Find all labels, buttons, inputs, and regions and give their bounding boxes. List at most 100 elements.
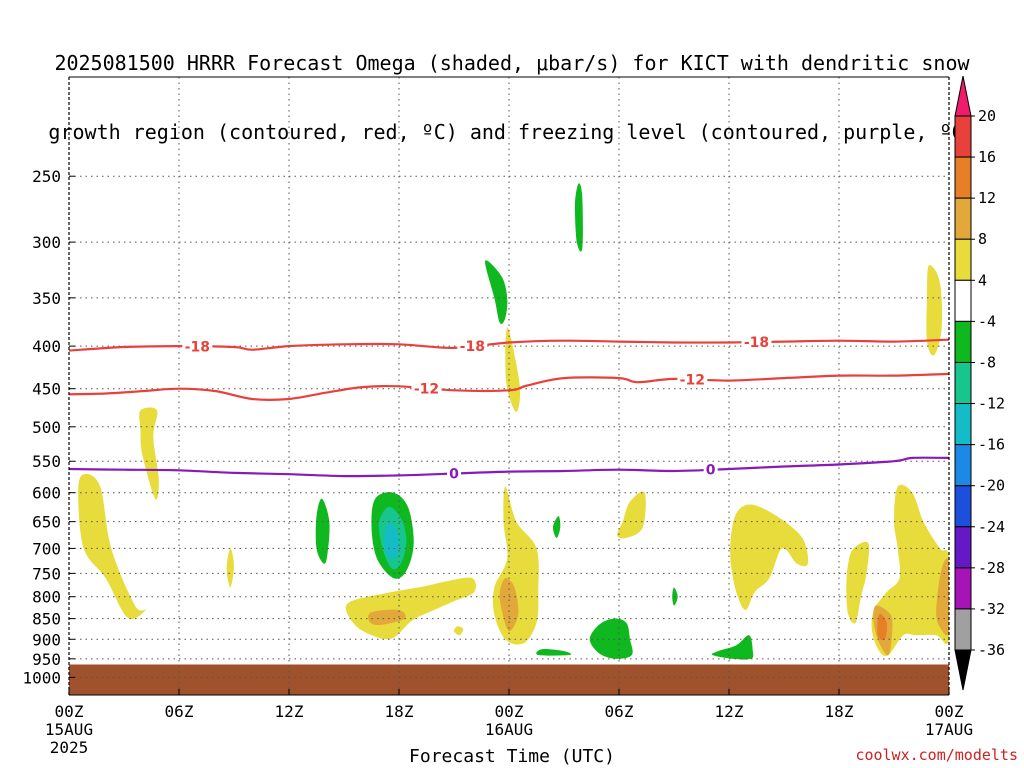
contour-label-bg: [182, 338, 213, 355]
colorbar-label-9: -20: [978, 477, 1005, 495]
y-tick-label-700: 700: [32, 539, 61, 558]
contour-label-bg: [677, 371, 708, 388]
contour-label-dendritic-1: -12: [680, 372, 705, 388]
colorbar-segment-3: [954, 238, 972, 281]
colorbar-segment-1: [954, 156, 972, 199]
omega-area-6: [384, 521, 400, 559]
chart-title-line2: growth region (contoured, red, ºC) and f…: [48, 120, 976, 144]
omega-area-9: [453, 626, 464, 636]
contour-label-bg: [411, 380, 442, 397]
colorbar-label-5: -4: [978, 312, 996, 330]
contour-label-bg: [447, 465, 461, 482]
colorbar-segment-4: [954, 279, 972, 322]
omega-area-26: [936, 558, 949, 636]
contour-label-dendritic-0: -18: [185, 339, 210, 355]
contour-label-dendritic-1: -18: [460, 339, 485, 355]
x-tick-date-48: 17AUG: [925, 720, 973, 739]
omega-area-3: [315, 498, 330, 564]
x-tick-year-0: 2025: [50, 738, 89, 757]
contour-label-dendritic-2: -18: [744, 335, 769, 351]
omega-area-20: [730, 504, 809, 610]
plot-grid: [69, 77, 949, 695]
y-tick-label-500: 500: [32, 418, 61, 437]
y-tick-label-450: 450: [32, 380, 61, 399]
chart-title-line1: 2025081500 HRRR Forecast Omega (shaded, …: [54, 51, 970, 75]
colorbar-label-10: -24: [978, 518, 1005, 536]
colorbar-label-3: 8: [978, 230, 987, 248]
omega-area-25: [877, 613, 888, 641]
colorbar-segment-6: [954, 361, 972, 405]
colorbar-segment-12: [954, 608, 972, 651]
x-tick-label-30: 06Z: [605, 702, 634, 721]
y-tick-label-850: 850: [32, 610, 61, 629]
y-tick-label-900: 900: [32, 630, 61, 649]
contour-label-bg: [703, 461, 718, 478]
colorbar-label-2: 12: [978, 189, 996, 207]
omega-area-0: [78, 473, 147, 620]
colorbar-segment-2: [954, 197, 972, 240]
omega-area-2: [226, 548, 234, 588]
omega-area-14: [499, 578, 519, 632]
colorbar-segment-7: [954, 403, 972, 446]
omega-area-19: [589, 618, 633, 659]
colorbar-segment-0: [954, 115, 972, 158]
contour-label-bg: [457, 338, 488, 355]
y-tick-label-950: 950: [32, 650, 61, 669]
y-tick-label-300: 300: [32, 233, 61, 252]
colorbar-label-1: 16: [978, 148, 996, 166]
contour-label-freezing-1: 0: [706, 463, 716, 479]
omega-area-10: [505, 327, 521, 412]
x-tick-date-0: 15AUG: [45, 720, 93, 739]
colorbar-label-4: 4: [978, 271, 987, 289]
x-tick-date-24: 16AUG: [485, 720, 533, 739]
colorbar-label-7: -12: [978, 395, 1005, 413]
colorbar-label-12: -32: [978, 600, 1005, 618]
omega-area-11: [485, 260, 508, 325]
x-tick-label-36: 12Z: [715, 702, 744, 721]
x-tick-label-12: 12Z: [275, 702, 304, 721]
omega-area-18: [536, 649, 572, 656]
x-tick-label-0: 00Z: [55, 702, 84, 721]
contour-label-bg: [741, 334, 772, 351]
colorbar-label-11: -28: [978, 559, 1005, 577]
freezing-contour-2: [69, 456, 949, 478]
x-tick-label-6: 06Z: [165, 702, 194, 721]
y-tick-label-600: 600: [32, 484, 61, 503]
y-tick-label-400: 400: [32, 337, 61, 356]
y-tick-label-800: 800: [32, 588, 61, 607]
plot-axes: 2503003504004505005506006507007508008509…: [22, 76, 973, 757]
colorbar-label-0: 20: [978, 107, 996, 125]
y-tick-label-550: 550: [32, 452, 61, 471]
x-tick-label-42: 18Z: [825, 702, 854, 721]
colorbar-label-6: -8: [978, 353, 996, 371]
y-tick-label-1000: 1000: [22, 668, 61, 687]
colorbar-segment-11: [954, 567, 972, 610]
colorbar-segment-10: [954, 526, 972, 569]
x-axis-label: Forecast Time (UTC): [409, 746, 615, 767]
colorbar-label-8: -16: [978, 436, 1005, 454]
dendritic-contour-1: [69, 372, 949, 401]
colorbar-bottom-arrow: [954, 649, 972, 691]
omega-area-16: [617, 491, 646, 539]
plot-areas: [69, 183, 949, 695]
x-tick-label-24: 00Z: [495, 702, 524, 721]
omega-area-15: [552, 516, 561, 538]
colorbar-segment-9: [954, 485, 972, 528]
y-tick-label-750: 750: [32, 564, 61, 583]
x-tick-label-18: 18Z: [385, 702, 414, 721]
credit-link[interactable]: coolwx.com/modelts: [855, 746, 1018, 764]
x-tick-label-48: 00Z: [935, 702, 964, 721]
y-tick-label-650: 650: [32, 513, 61, 532]
omega-area-1: [139, 407, 159, 500]
colorbar-top-arrow: [954, 75, 972, 117]
contour-label-dendritic-0: -12: [414, 381, 439, 397]
omega-area-8: [368, 609, 406, 626]
y-tick-label-350: 350: [32, 289, 61, 308]
colorbar-segment-5: [954, 320, 972, 363]
colorbar-label-13: -36: [978, 641, 1005, 659]
colorbar: 20 16 12 8 4 -4 -8 -12 -16 -20 -24 -28 -32 -36: [954, 75, 1005, 691]
colorbar-segment-8: [954, 444, 972, 487]
contour-label-freezing-0: 0: [449, 467, 459, 483]
y-tick-label-250: 250: [32, 167, 61, 186]
